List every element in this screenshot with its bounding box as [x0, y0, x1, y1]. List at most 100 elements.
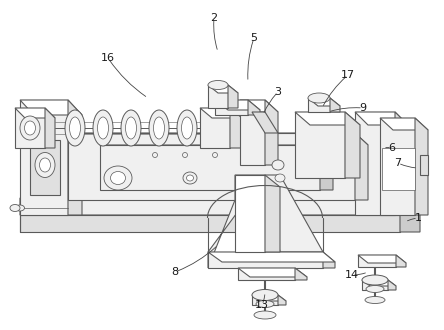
Polygon shape [100, 145, 320, 190]
Polygon shape [345, 112, 360, 178]
Ellipse shape [111, 172, 126, 184]
Text: 13: 13 [255, 300, 269, 310]
Polygon shape [355, 112, 395, 215]
Ellipse shape [65, 110, 85, 146]
Polygon shape [362, 280, 396, 286]
Ellipse shape [182, 117, 193, 139]
Polygon shape [68, 100, 82, 215]
Polygon shape [265, 175, 280, 252]
Ellipse shape [98, 117, 108, 139]
Text: 17: 17 [341, 70, 355, 80]
Polygon shape [295, 112, 345, 178]
Polygon shape [230, 108, 242, 148]
Polygon shape [295, 268, 307, 280]
Polygon shape [248, 100, 260, 115]
Polygon shape [252, 295, 286, 301]
Ellipse shape [365, 296, 385, 304]
Polygon shape [208, 85, 238, 93]
Ellipse shape [70, 117, 80, 139]
Polygon shape [320, 145, 333, 190]
Polygon shape [15, 108, 55, 118]
Ellipse shape [254, 311, 276, 319]
Polygon shape [252, 112, 278, 133]
Polygon shape [295, 112, 360, 125]
Polygon shape [278, 295, 286, 305]
Polygon shape [238, 268, 295, 280]
Ellipse shape [275, 174, 285, 182]
Polygon shape [200, 108, 230, 148]
Polygon shape [235, 175, 265, 252]
Polygon shape [30, 140, 60, 195]
Ellipse shape [93, 110, 113, 146]
Ellipse shape [104, 166, 132, 190]
Text: 16: 16 [101, 53, 115, 63]
Ellipse shape [186, 175, 194, 181]
Polygon shape [355, 112, 408, 125]
Text: 14: 14 [345, 270, 359, 280]
Ellipse shape [40, 158, 51, 172]
Polygon shape [200, 108, 242, 118]
Polygon shape [400, 198, 420, 232]
Polygon shape [15, 108, 45, 148]
Ellipse shape [149, 110, 169, 146]
Polygon shape [20, 198, 420, 215]
Ellipse shape [366, 285, 384, 292]
Polygon shape [45, 108, 55, 148]
Polygon shape [20, 100, 68, 215]
Polygon shape [20, 100, 82, 115]
Ellipse shape [126, 117, 136, 139]
Polygon shape [415, 118, 428, 215]
Text: 2: 2 [210, 13, 218, 23]
Polygon shape [308, 98, 330, 112]
Ellipse shape [20, 116, 40, 140]
Ellipse shape [121, 110, 141, 146]
Ellipse shape [154, 117, 164, 139]
Polygon shape [252, 295, 278, 305]
Ellipse shape [208, 81, 228, 89]
Ellipse shape [272, 160, 284, 170]
Polygon shape [208, 175, 265, 268]
Polygon shape [68, 133, 368, 145]
Polygon shape [380, 118, 415, 215]
Polygon shape [215, 100, 248, 115]
Polygon shape [323, 252, 335, 268]
Polygon shape [100, 145, 333, 155]
Ellipse shape [362, 275, 388, 285]
Polygon shape [228, 85, 238, 108]
Polygon shape [308, 98, 340, 106]
Ellipse shape [183, 172, 197, 184]
Ellipse shape [308, 93, 330, 103]
Ellipse shape [24, 121, 36, 135]
Polygon shape [208, 252, 323, 268]
Polygon shape [395, 112, 408, 215]
Polygon shape [240, 100, 265, 165]
Polygon shape [396, 255, 406, 267]
Ellipse shape [35, 152, 55, 178]
Polygon shape [382, 148, 415, 190]
Ellipse shape [256, 301, 274, 308]
Ellipse shape [177, 110, 197, 146]
Polygon shape [420, 155, 428, 175]
Text: 1: 1 [415, 213, 421, 223]
Polygon shape [388, 280, 396, 290]
Polygon shape [208, 85, 228, 108]
Polygon shape [240, 100, 278, 112]
Text: 6: 6 [388, 143, 396, 153]
Text: 3: 3 [274, 87, 281, 97]
Polygon shape [265, 100, 278, 165]
Text: 9: 9 [360, 103, 367, 113]
Polygon shape [330, 98, 340, 112]
Polygon shape [20, 215, 400, 232]
Polygon shape [380, 118, 428, 130]
Ellipse shape [10, 205, 20, 212]
Polygon shape [358, 255, 406, 263]
Polygon shape [362, 280, 388, 290]
Polygon shape [208, 252, 335, 262]
Text: 5: 5 [250, 33, 258, 43]
Polygon shape [238, 268, 307, 277]
Ellipse shape [252, 289, 278, 301]
Text: 8: 8 [171, 267, 178, 277]
Polygon shape [265, 175, 323, 252]
Polygon shape [215, 100, 260, 110]
Polygon shape [68, 133, 355, 200]
